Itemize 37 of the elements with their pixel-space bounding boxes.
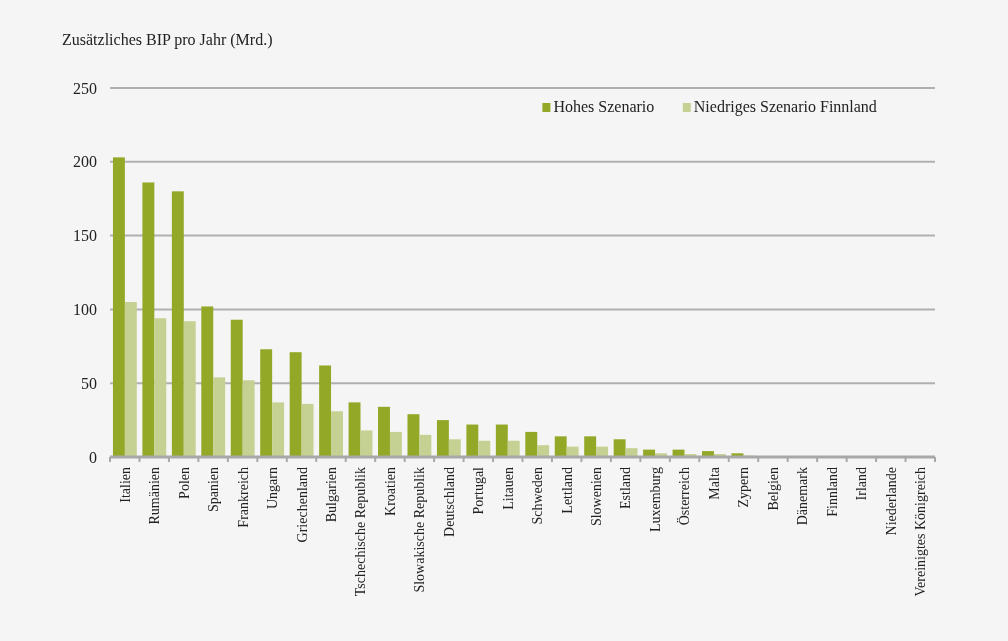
- x-tick-label: Schweden: [530, 467, 546, 525]
- chart-title: Zusätzliches BIP pro Jahr (Mrd.): [62, 31, 273, 49]
- x-tick-label: Vereinigtes Königreich: [913, 467, 929, 597]
- x-tick-label: Bulgarien: [323, 467, 339, 523]
- x-tick-label: Spanien: [206, 467, 222, 513]
- x-tick-label: Slowakische Republik: [412, 467, 428, 593]
- x-tick-label: Kroatien: [382, 467, 398, 516]
- legend-label: Niedriges Szenario Finnland: [693, 98, 877, 116]
- x-tick-label: Estland: [618, 467, 634, 509]
- y-tick-label: 0: [89, 448, 97, 466]
- x-tick-label: Tschechische Republik: [353, 467, 369, 597]
- y-tick-label: 150: [73, 227, 97, 245]
- x-tick-label: Zypern: [736, 467, 752, 508]
- x-tick-label: Ungarn: [265, 467, 281, 509]
- y-tick-label: 100: [73, 301, 97, 318]
- y-tick-label: 200: [73, 153, 97, 171]
- x-tick-label: Griechenland: [294, 467, 310, 543]
- x-tick-label: Frankreich: [235, 467, 251, 528]
- x-tick-label: Polen: [176, 467, 192, 499]
- x-tick-label: Lettland: [559, 467, 575, 514]
- x-tick-label: Luxemburg: [647, 467, 663, 533]
- x-tick-label: Belgien: [765, 467, 781, 511]
- x-tick-label: Malta: [706, 466, 722, 500]
- x-tick-label: Italien: [117, 467, 133, 503]
- x-tick-label: Irland: [854, 467, 870, 501]
- x-tick-label: Deutschland: [441, 467, 457, 537]
- y-tick-label: 50: [81, 374, 97, 392]
- legend-label: Hohes Szenario: [553, 98, 655, 115]
- x-tick-label: Portugal: [471, 466, 487, 515]
- x-tick-label: Litauen: [500, 467, 516, 510]
- x-tick-label: Österreich: [676, 467, 693, 526]
- y-tick-label: 250: [73, 79, 97, 97]
- x-tick-label: Finnland: [824, 467, 840, 517]
- x-tick-label: Niederlande: [883, 467, 899, 536]
- x-tick-label: Slowenien: [589, 467, 605, 527]
- x-tick-label: Dänemark: [795, 467, 811, 526]
- x-tick-label: Rumänien: [147, 467, 163, 525]
